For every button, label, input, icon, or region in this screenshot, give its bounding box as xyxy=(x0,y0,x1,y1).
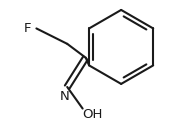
Text: OH: OH xyxy=(82,108,103,121)
Text: F: F xyxy=(23,22,31,35)
Text: N: N xyxy=(59,90,69,103)
